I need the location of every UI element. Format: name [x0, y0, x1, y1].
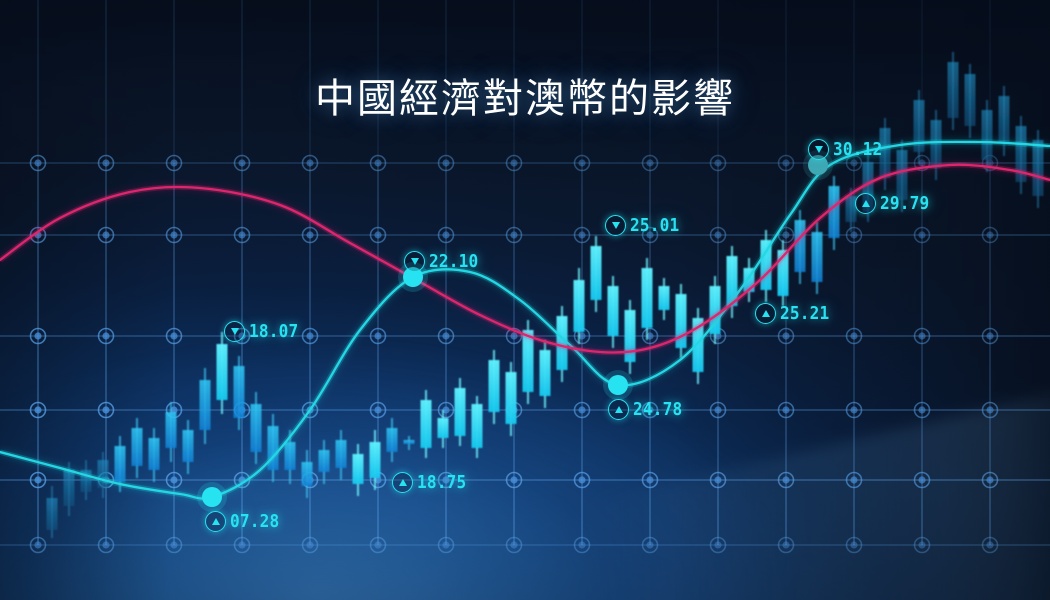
page-title: 中國經濟對澳幣的影響 [315, 76, 735, 122]
